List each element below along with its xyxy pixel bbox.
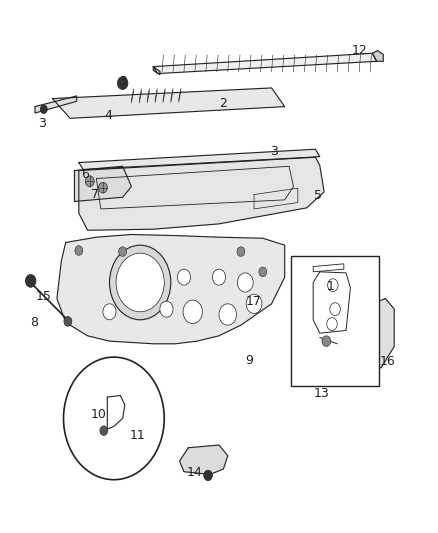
Circle shape xyxy=(99,182,107,193)
Circle shape xyxy=(330,303,340,316)
Circle shape xyxy=(160,301,173,317)
Text: 3: 3 xyxy=(38,117,46,130)
Polygon shape xyxy=(79,149,320,169)
Circle shape xyxy=(183,300,202,324)
Polygon shape xyxy=(359,298,394,368)
Text: 15: 15 xyxy=(36,290,52,303)
Circle shape xyxy=(103,304,116,320)
Circle shape xyxy=(110,245,171,320)
Polygon shape xyxy=(53,88,285,118)
Circle shape xyxy=(246,294,262,313)
Text: 7: 7 xyxy=(92,188,99,201)
Text: 14: 14 xyxy=(187,466,203,479)
Text: 11: 11 xyxy=(130,430,146,442)
Circle shape xyxy=(116,253,164,312)
Text: 10: 10 xyxy=(91,408,106,421)
Circle shape xyxy=(328,279,338,292)
Text: 3: 3 xyxy=(270,146,278,158)
FancyBboxPatch shape xyxy=(291,256,379,386)
Text: 8: 8 xyxy=(30,316,38,329)
Text: 17: 17 xyxy=(245,295,261,308)
Text: 13: 13 xyxy=(314,387,330,400)
Circle shape xyxy=(237,273,253,292)
Polygon shape xyxy=(372,51,383,61)
Circle shape xyxy=(100,426,108,435)
Text: 3: 3 xyxy=(119,75,127,87)
Circle shape xyxy=(204,470,212,481)
Circle shape xyxy=(75,246,83,255)
Polygon shape xyxy=(79,157,324,230)
Circle shape xyxy=(327,318,337,330)
Circle shape xyxy=(64,357,164,480)
Polygon shape xyxy=(57,235,285,344)
Text: 9: 9 xyxy=(246,354,254,367)
Circle shape xyxy=(219,304,237,325)
Text: 12: 12 xyxy=(351,44,367,57)
Text: 2: 2 xyxy=(219,98,227,110)
Circle shape xyxy=(177,269,191,285)
Text: 4: 4 xyxy=(105,109,113,122)
Circle shape xyxy=(25,274,36,287)
Text: 16: 16 xyxy=(380,355,396,368)
Circle shape xyxy=(212,269,226,285)
Circle shape xyxy=(237,247,245,256)
Circle shape xyxy=(40,105,47,114)
Circle shape xyxy=(322,336,331,346)
Polygon shape xyxy=(153,53,377,74)
Polygon shape xyxy=(35,96,77,113)
Text: 1: 1 xyxy=(327,280,335,293)
Polygon shape xyxy=(180,445,228,474)
Circle shape xyxy=(117,77,128,90)
Text: 6: 6 xyxy=(81,168,89,181)
Circle shape xyxy=(85,176,94,187)
Circle shape xyxy=(259,267,267,277)
Polygon shape xyxy=(74,166,131,201)
Text: 5: 5 xyxy=(314,189,321,202)
Circle shape xyxy=(64,317,72,326)
Circle shape xyxy=(119,247,127,256)
Polygon shape xyxy=(153,67,160,75)
